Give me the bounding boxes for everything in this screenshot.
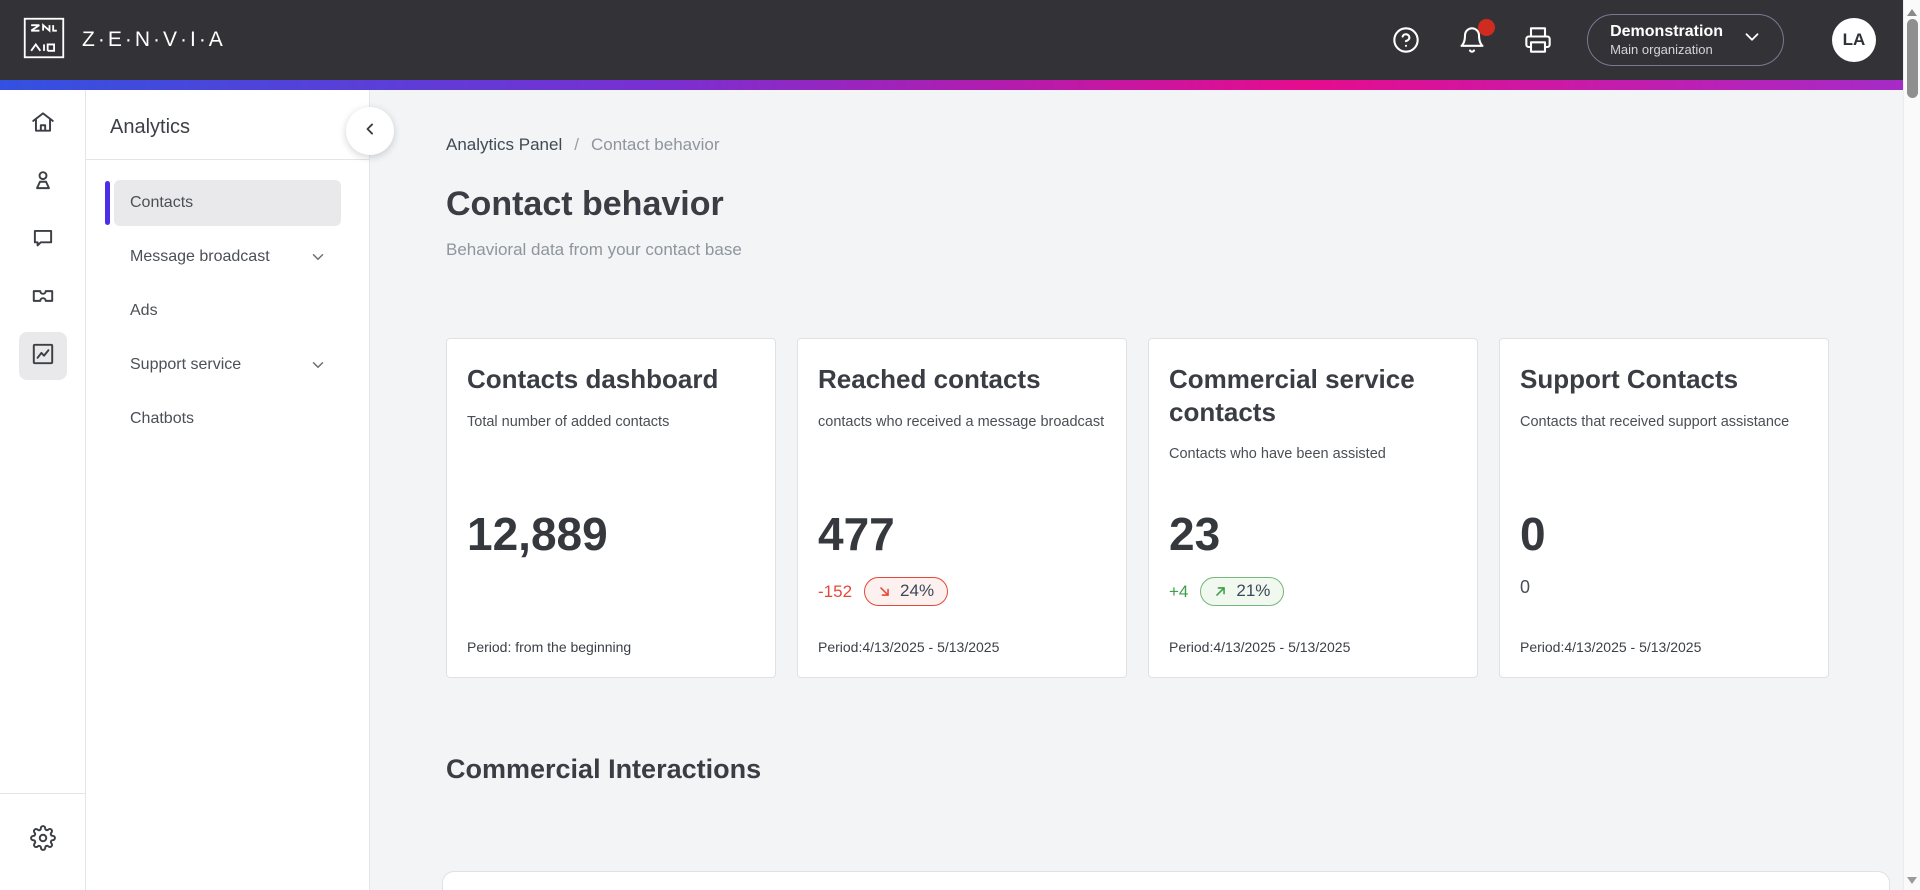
top-bar: Z·E·N·V·I·A De bbox=[0, 0, 1920, 80]
sidebar-item-campaigns[interactable] bbox=[19, 274, 67, 322]
chevron-down-icon bbox=[309, 248, 327, 266]
zenvia-logo[interactable]: Z·E·N·V·I·A bbox=[22, 16, 226, 65]
card-delta-row: 0 bbox=[1520, 577, 1530, 598]
organization-switcher[interactable]: Demonstration Main organization bbox=[1587, 13, 1784, 67]
organization-sub: Main organization bbox=[1610, 41, 1713, 57]
sidebar-item-settings[interactable] bbox=[19, 816, 67, 864]
person-icon bbox=[30, 167, 56, 198]
ticket-icon bbox=[30, 283, 56, 314]
chart-icon bbox=[30, 341, 56, 372]
card-description: Total number of added contacts bbox=[467, 413, 670, 430]
card-contacts-dashboard: Contacts dashboard Total number of added… bbox=[446, 338, 776, 678]
menu-item-message-broadcast[interactable]: Message broadcast bbox=[114, 234, 341, 280]
delta-percent: 24% bbox=[900, 581, 935, 600]
chat-icon bbox=[30, 225, 56, 256]
card-value: 23 bbox=[1169, 508, 1221, 560]
scrollbar-thumb[interactable] bbox=[1907, 19, 1918, 98]
page-scrollbar[interactable] bbox=[1903, 0, 1920, 890]
help-icon[interactable] bbox=[1391, 25, 1421, 55]
chevron-down-icon bbox=[309, 356, 327, 374]
trend-badge-up: 21% bbox=[1200, 577, 1285, 606]
scrollbar-up-arrow[interactable] bbox=[1907, 9, 1917, 16]
sidebar-item-home[interactable] bbox=[19, 100, 67, 148]
trend-badge-down: 24% bbox=[864, 577, 949, 606]
card-commercial-service-contacts: Commercial service contacts Contacts who… bbox=[1148, 338, 1478, 678]
card-reached-contacts: Reached contacts contacts who received a… bbox=[797, 338, 1127, 678]
printer-icon[interactable] bbox=[1523, 25, 1553, 55]
card-title: Support Contacts bbox=[1520, 364, 1739, 394]
card-title: Contacts dashboard bbox=[467, 364, 719, 394]
organization-name: Demonstration bbox=[1610, 22, 1723, 40]
delta-percent: 21% bbox=[1236, 581, 1271, 600]
icon-rail bbox=[0, 90, 86, 890]
menu-item-label: Contacts bbox=[130, 194, 194, 211]
chevron-down-icon bbox=[1741, 26, 1763, 53]
menu-item-label: Chatbots bbox=[130, 410, 195, 427]
card-description: contacts who received a message broadcas… bbox=[818, 413, 1105, 430]
menu-item-label: Ads bbox=[130, 302, 158, 319]
analytics-panel: Analytics Contacts Message broadcast Ads… bbox=[86, 90, 370, 890]
menu-item-chatbots[interactable]: Chatbots bbox=[114, 396, 341, 442]
breadcrumb: Analytics Panel / Contact behavior bbox=[446, 135, 1890, 155]
sidebar-item-contacts[interactable] bbox=[19, 158, 67, 206]
rail-bottom bbox=[0, 793, 85, 890]
home-icon bbox=[30, 109, 56, 140]
card-delta-row: +4 21% bbox=[1169, 577, 1285, 606]
sidebar-item-analytics[interactable] bbox=[18, 332, 67, 380]
kpi-cards-row: Contacts dashboard Total number of added… bbox=[446, 338, 1890, 678]
breadcrumb-separator: / bbox=[574, 135, 579, 154]
arrow-down-right-icon bbox=[876, 583, 893, 600]
card-value: 0 bbox=[1520, 508, 1546, 560]
card-support-contacts: Support Contacts Contacts that received … bbox=[1499, 338, 1829, 678]
delta-value: -152 bbox=[818, 581, 853, 601]
card-period: Period:4/13/2025 - 5/13/2025 bbox=[1169, 639, 1351, 655]
arrow-up-right-icon bbox=[1212, 583, 1229, 600]
card-period: Period:4/13/2025 - 5/13/2025 bbox=[818, 639, 1000, 655]
delta-value: 0 bbox=[1520, 577, 1531, 597]
main-content: Analytics Panel / Contact behavior Conta… bbox=[370, 90, 1920, 890]
chevron-left-icon bbox=[360, 119, 380, 144]
card-period: Period: from the beginning bbox=[467, 639, 632, 655]
menu-item-support-service[interactable]: Support service bbox=[114, 342, 341, 388]
breadcrumb-parent[interactable]: Analytics Panel bbox=[446, 135, 563, 154]
scrollbar-down-arrow[interactable] bbox=[1907, 877, 1917, 884]
brand-name: Z·E·N·V·I·A bbox=[82, 28, 226, 51]
menu-item-contacts[interactable]: Contacts bbox=[105, 180, 341, 226]
collapse-panel-button[interactable] bbox=[346, 107, 394, 155]
delta-value: +4 bbox=[1169, 581, 1189, 601]
breadcrumb-current: Contact behavior bbox=[590, 135, 720, 154]
menu-item-label: Support service bbox=[130, 356, 242, 373]
page-title: Contact behavior bbox=[446, 185, 724, 223]
menu-item-label: Message broadcast bbox=[130, 248, 270, 265]
commercial-interactions-panel bbox=[442, 871, 1890, 890]
analytics-menu: Contacts Message broadcast Ads Support s… bbox=[86, 160, 369, 442]
card-description: Contacts who have been assisted bbox=[1169, 446, 1386, 462]
card-delta-row: -152 24% bbox=[818, 577, 949, 606]
card-period: Period:4/13/2025 - 5/13/2025 bbox=[1520, 639, 1702, 655]
panel-title: Analytics bbox=[110, 116, 191, 138]
card-title: Commercial service contacts bbox=[1169, 364, 1415, 427]
sidebar-item-conversations[interactable] bbox=[19, 216, 67, 264]
zenvia-logo-icon bbox=[22, 16, 66, 65]
gear-icon bbox=[29, 824, 56, 856]
panel-divider bbox=[86, 159, 369, 160]
notification-badge bbox=[1478, 19, 1496, 36]
brand-gradient-bar bbox=[0, 80, 1920, 90]
avatar[interactable]: LA bbox=[1832, 18, 1876, 62]
bell-icon[interactable] bbox=[1457, 19, 1496, 55]
page-subtitle: Behavioral data from your contact base bbox=[446, 240, 742, 259]
menu-item-ads[interactable]: Ads bbox=[114, 288, 341, 334]
card-description: Contacts that received support assistanc… bbox=[1520, 413, 1790, 430]
section-title-commercial-interactions: Commercial Interactions bbox=[446, 754, 762, 784]
card-title: Reached contacts bbox=[818, 364, 1041, 394]
card-value: 12,889 bbox=[467, 508, 608, 560]
card-value: 477 bbox=[818, 508, 895, 560]
